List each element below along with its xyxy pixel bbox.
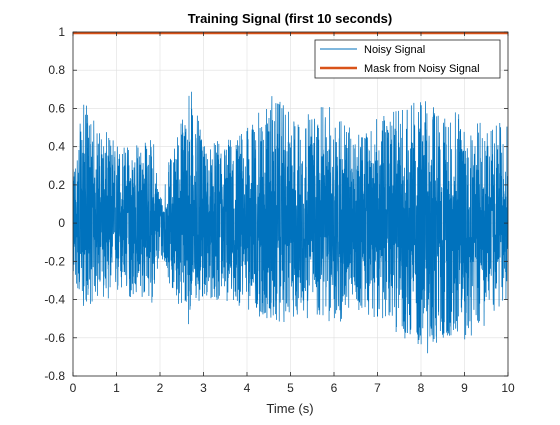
x-tick-labels: 0 1 2 3 4 5 6 7 8 9 10 bbox=[70, 381, 515, 395]
x-axis-label: Time (s) bbox=[266, 401, 313, 416]
x-ticks bbox=[72, 32, 509, 376]
y-tick-labels: -0.8 -0.6 -0.4 -0.2 0 0.2 0.4 0.6 0.8 1 bbox=[44, 25, 65, 383]
noisy-signal-line bbox=[73, 91, 508, 354]
x-tick-label: 8 bbox=[418, 381, 425, 395]
y-tick-label: 0.2 bbox=[48, 178, 65, 192]
x-tick-label: 2 bbox=[157, 381, 164, 395]
x-tick-label: 4 bbox=[244, 381, 251, 395]
y-tick-label: 0.6 bbox=[48, 101, 65, 115]
y-tick-label: -0.2 bbox=[44, 254, 65, 268]
legend-label-mask-line: Mask from Noisy Signal bbox=[364, 63, 480, 75]
x-tick-label: 7 bbox=[374, 381, 381, 395]
y-tick-label: 0.4 bbox=[48, 140, 65, 154]
legend-label-noisy-signal: Noisy Signal bbox=[364, 44, 425, 56]
x-tick-label: 3 bbox=[200, 381, 207, 395]
y-tick-label: 0 bbox=[58, 216, 65, 230]
legend: Noisy Signal Mask from Noisy Signal bbox=[314, 39, 501, 79]
x-tick-label: 10 bbox=[501, 381, 515, 395]
y-tick-label: 1 bbox=[58, 25, 65, 39]
chart-title: Training Signal (first 10 seconds) bbox=[188, 11, 392, 26]
x-tick-label: 5 bbox=[287, 381, 294, 395]
x-tick-label: 0 bbox=[70, 381, 77, 395]
y-tick-label: -0.8 bbox=[44, 369, 65, 383]
y-tick-label: 0.8 bbox=[48, 63, 65, 77]
y-tick-label: -0.4 bbox=[44, 293, 65, 307]
x-tick-label: 1 bbox=[113, 381, 120, 395]
x-tick-label: 6 bbox=[331, 381, 338, 395]
x-tick-label: 9 bbox=[461, 381, 468, 395]
y-ticks bbox=[73, 31, 508, 377]
legend-box bbox=[314, 39, 501, 79]
y-tick-label: -0.6 bbox=[44, 331, 65, 345]
